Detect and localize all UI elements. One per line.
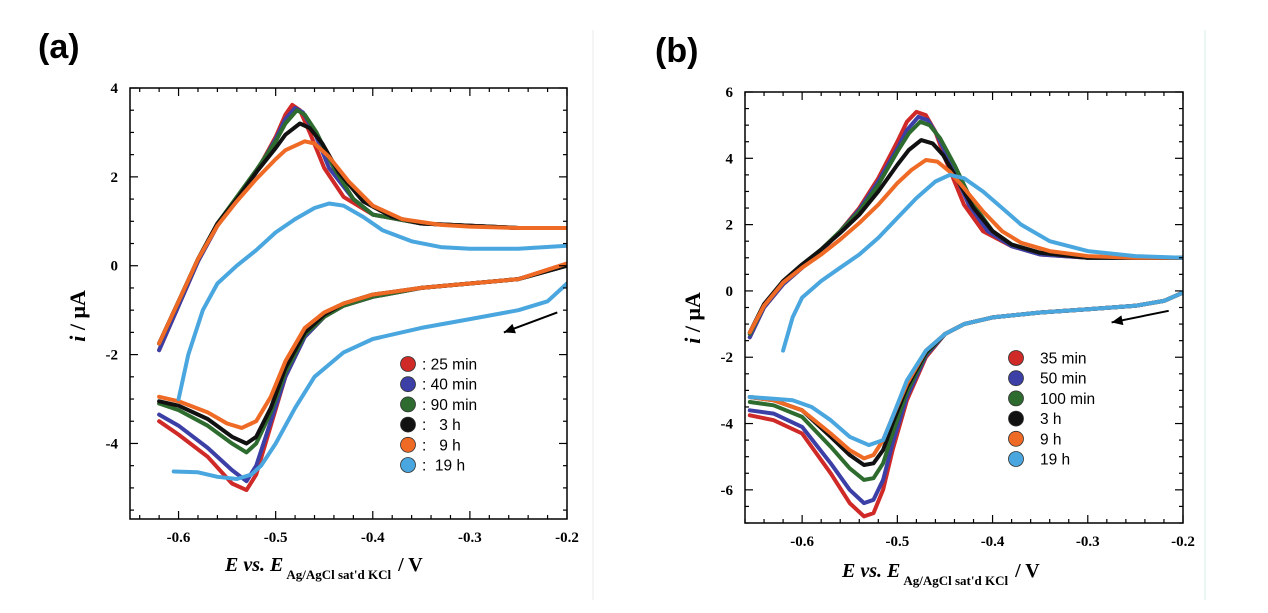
panel-letter: (a) [38, 28, 80, 66]
legend-marker [1008, 451, 1024, 467]
legend-label: 3 h [1040, 411, 1062, 428]
legend-label: 35 min [1040, 351, 1087, 368]
y-tick-label: -2 [106, 348, 119, 364]
legend-label: : 90 min [422, 397, 477, 414]
series-line-4-anodic [747, 138, 1183, 335]
series-line-6-cathodic [747, 290, 1183, 448]
plot-frame [129, 87, 568, 520]
legend-marker [1008, 390, 1024, 407]
x-tick-label: -0.2 [1171, 534, 1195, 550]
legend-marker [400, 457, 416, 473]
series-line-6-anodic [781, 172, 1183, 353]
scan-direction-arrow-icon [1111, 309, 1169, 326]
series-group [747, 109, 1183, 519]
legend-marker [400, 436, 416, 453]
legend-label: 19 h [1040, 452, 1070, 469]
x-tick-label: -0.4 [361, 530, 385, 546]
legend-marker [1008, 370, 1024, 387]
x-tick-label: -0.2 [555, 530, 579, 546]
legend-label: : 3 h [422, 417, 461, 434]
y-axis-label: i / μA [65, 290, 90, 342]
legend-marker [400, 376, 416, 393]
legend-marker [400, 416, 416, 433]
y-tick-label: 0 [726, 284, 734, 300]
y-axis-label: i / μA [680, 292, 705, 344]
y-tick-label: 4 [726, 151, 734, 167]
legend-label: 50 min [1040, 371, 1087, 388]
x-axis-label: E vs. E Ag/AgCl sat'd KCl / V [841, 560, 1040, 588]
series-line-6-anodic [176, 201, 567, 401]
panel-letter: (b) [655, 32, 698, 70]
y-tick-label: 0 [111, 259, 119, 275]
x-tick-label: -0.6 [167, 530, 191, 546]
legend-marker [400, 356, 416, 372]
legend-marker [400, 396, 416, 413]
scan-direction-arrow-icon [503, 311, 558, 334]
x-axis-label: E vs. E Ag/AgCl sat'd KCl / V [224, 554, 423, 582]
y-tick-label: 4 [111, 81, 119, 97]
legend-marker [1008, 430, 1024, 447]
y-tick-label: 2 [111, 170, 119, 186]
panel-b: (b) -0.6 -0.5 -0.4 -0.3 -0.2 -6 -4 -2 0 2 4 6 E vs. E… [655, 32, 1195, 588]
legend-marker [1008, 350, 1024, 366]
y-tick-label: -4 [721, 417, 734, 433]
y-tick-label: -2 [721, 350, 734, 366]
x-tick-label: -0.6 [790, 534, 814, 550]
legend-label: : 40 min [422, 377, 477, 394]
legend: : 25 min : 40 min : 90 min : 3 h : 9 h : 19 h [400, 356, 477, 475]
series-group [157, 102, 567, 493]
x-tick-label: -0.4 [981, 534, 1005, 550]
panel-a: (a) -0.6 -0.5 -0.4 -0.3 -0.2 -4 -2 0 2 4 E vs. E Ag/… [38, 28, 579, 582]
x-tick-label: -0.3 [1076, 534, 1100, 550]
legend-label: : 19 h [422, 458, 465, 475]
y-tick-label: -6 [721, 483, 734, 499]
series-line-5-anodic [747, 158, 1183, 335]
x-tick-label: -0.3 [458, 530, 482, 546]
legend-marker [1008, 410, 1024, 427]
legend: 35 min 50 min 100 min 3 h 9 h 19 h [1008, 350, 1095, 469]
y-tick-label: -4 [106, 436, 119, 452]
series-line-6-cathodic [171, 281, 567, 481]
series-line-5-cathodic [157, 261, 567, 430]
legend-label: 9 h [1040, 431, 1062, 448]
legend-label: 100 min [1040, 391, 1095, 408]
y-tick-label: 6 [726, 85, 734, 101]
x-tick-label: -0.5 [885, 534, 909, 550]
series-line-5-anodic [157, 139, 567, 346]
legend-label: : 9 h [422, 437, 461, 454]
legend-label: : 25 min [422, 357, 477, 374]
y-tick-label: 2 [726, 218, 734, 234]
x-tick-label: -0.5 [264, 530, 288, 546]
